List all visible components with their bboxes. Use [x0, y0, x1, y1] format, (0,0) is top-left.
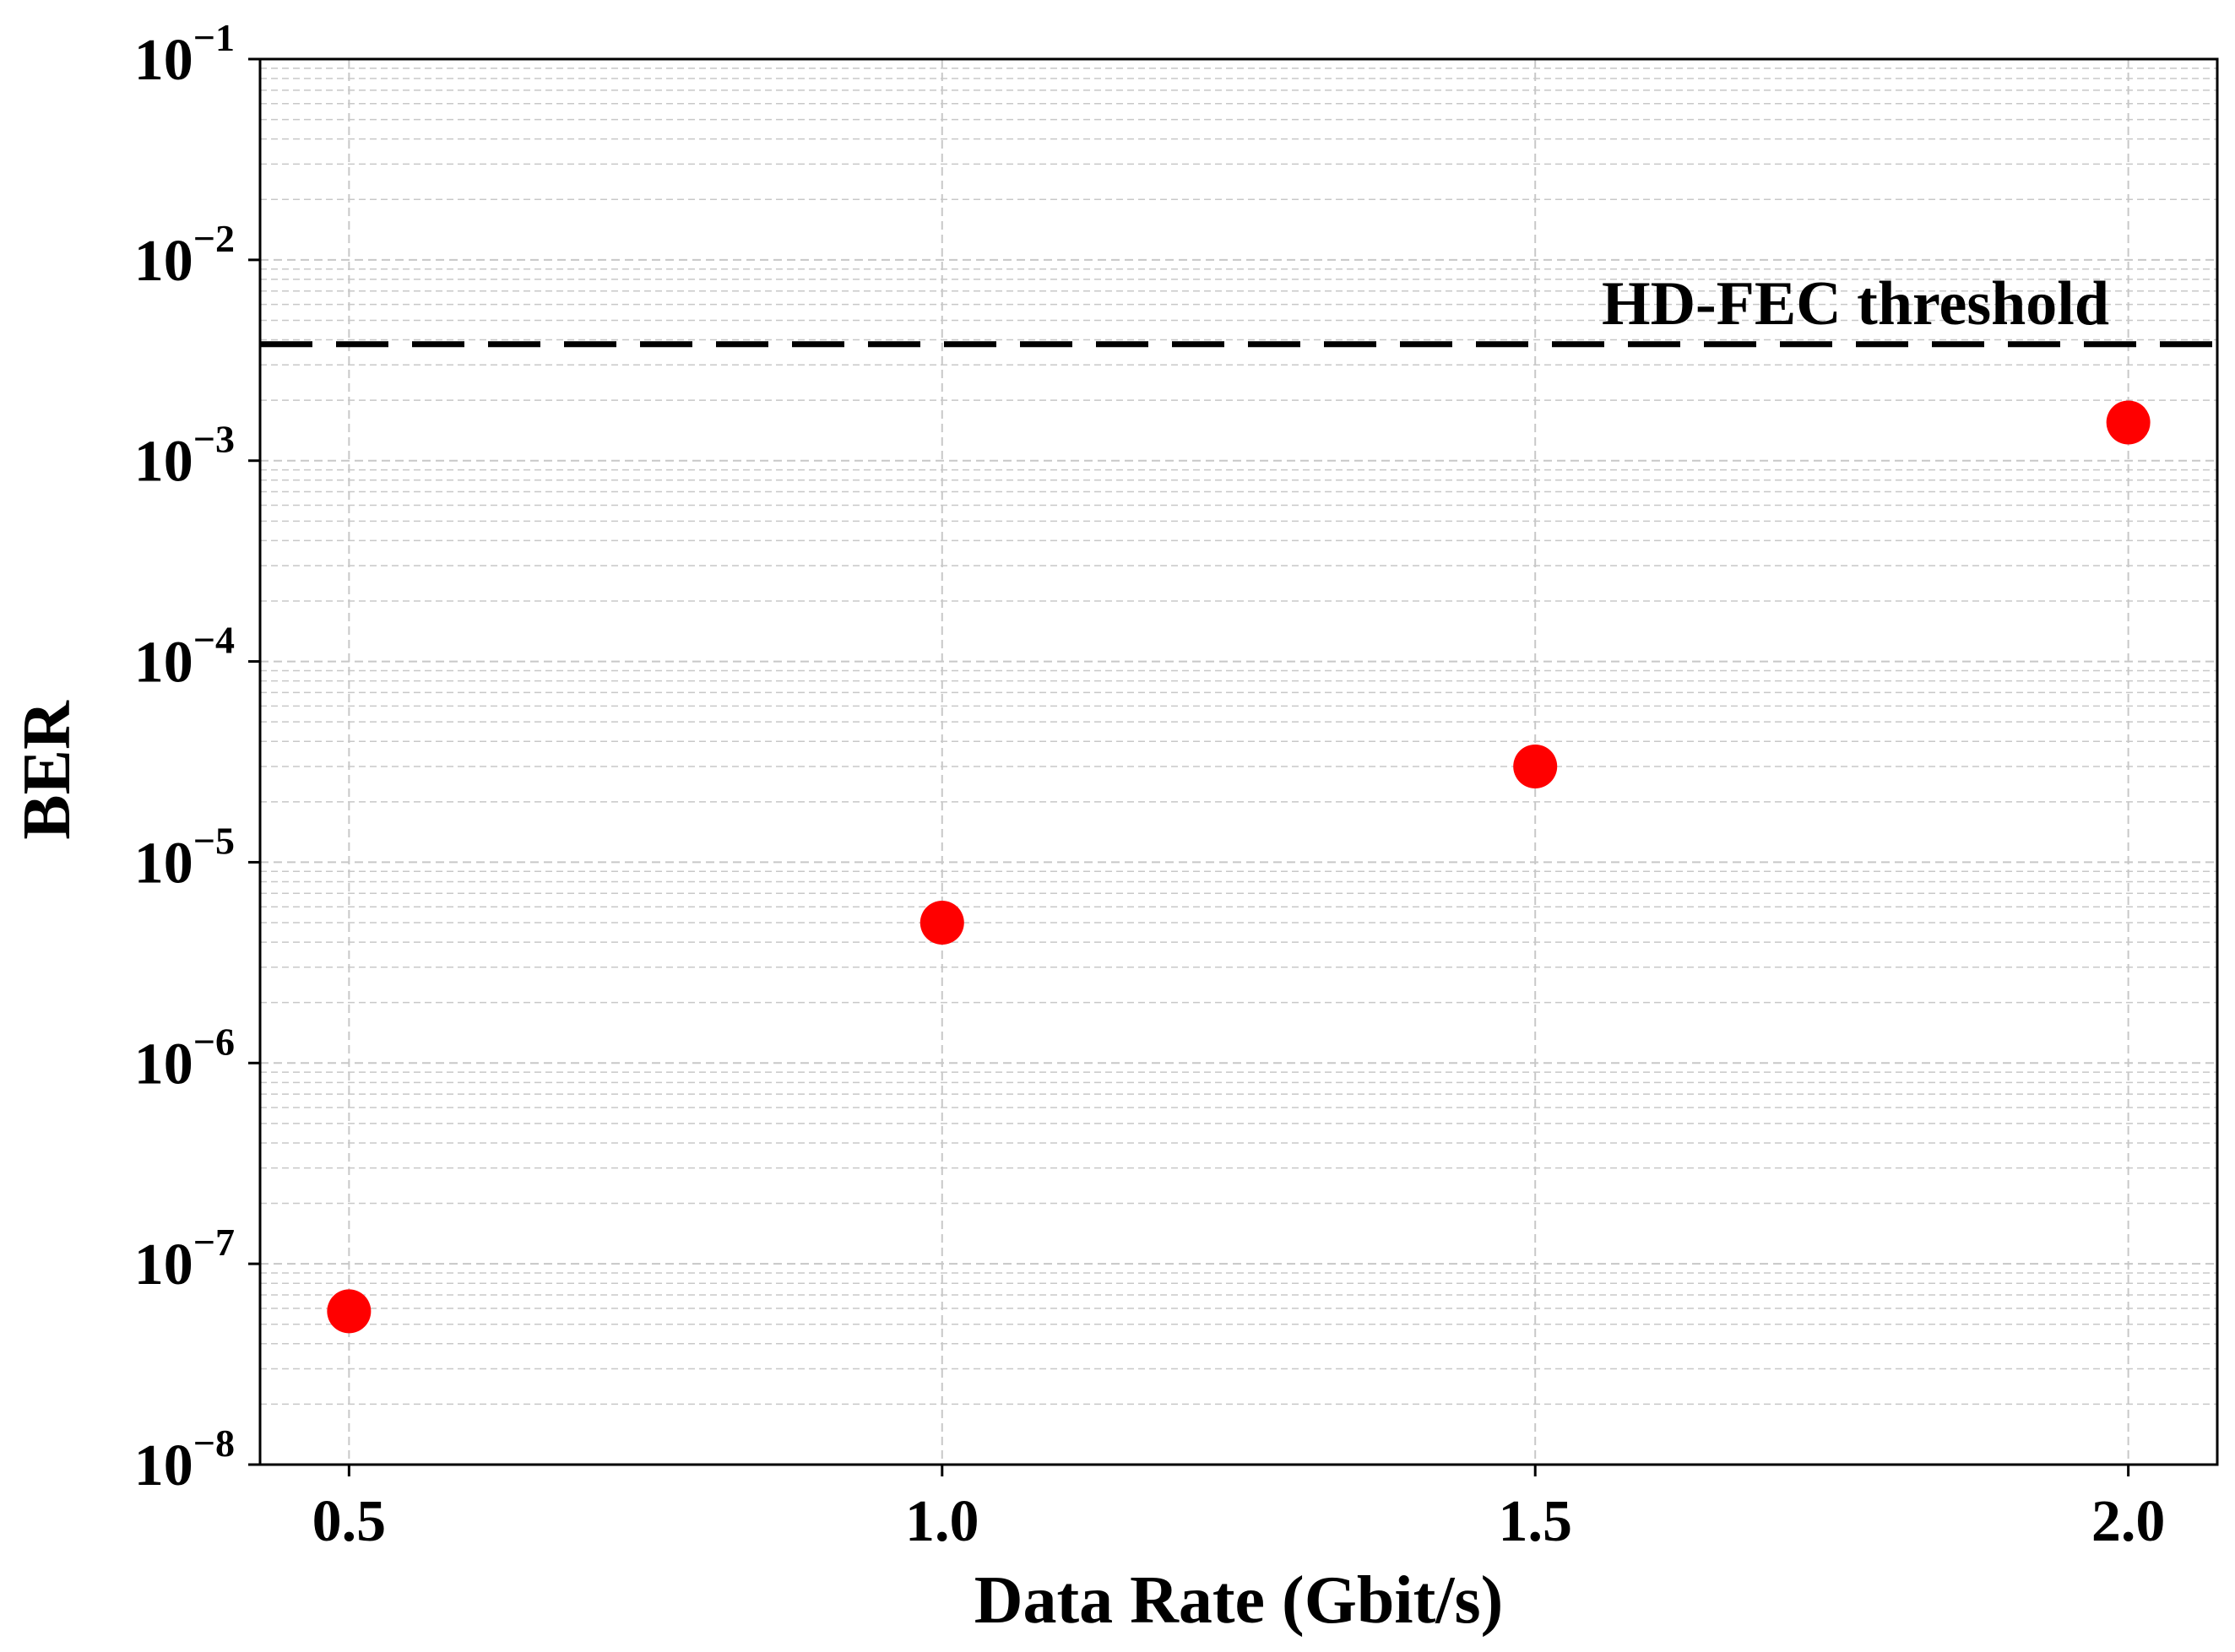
x-tick-label: 1.5: [1498, 1489, 1572, 1554]
x-tick-label: 2.0: [2091, 1489, 2166, 1554]
hd-fec-threshold-label: HD-FEC threshold: [1602, 269, 2109, 339]
y-tick-label: 10−3: [134, 418, 235, 495]
y-tick-label: 10−1: [134, 16, 235, 93]
data-point: [1513, 744, 1558, 788]
y-tick-label: 10−6: [134, 1020, 235, 1097]
x-axis-label: Data Rate (Gbit/s): [974, 1563, 1504, 1638]
data-points: [327, 400, 2151, 1334]
y-tick-label: 10−7: [134, 1221, 235, 1297]
data-point: [2106, 400, 2151, 445]
plot-frame: [258, 57, 2219, 1466]
y-axis-ticks: 10−8 10−7 10−6 10−5 10−4 10−3 10−2 10−1: [134, 16, 260, 1498]
y-tick-label: 10−4: [134, 619, 235, 696]
x-tick-label: 1.0: [905, 1489, 979, 1554]
data-point: [327, 1289, 372, 1334]
y-tick-label: 10−2: [134, 217, 235, 294]
x-axis-ticks: 0.5 1.0 1.5 2.0: [312, 1465, 2166, 1554]
y-tick-label: 10−8: [134, 1422, 235, 1498]
y-tick-label: 10−5: [134, 819, 235, 896]
x-tick-label: 0.5: [312, 1489, 387, 1554]
y-axis-label: BER: [10, 700, 84, 840]
reference-lines: HD-FEC threshold: [260, 269, 2217, 348]
data-point: [919, 901, 964, 945]
